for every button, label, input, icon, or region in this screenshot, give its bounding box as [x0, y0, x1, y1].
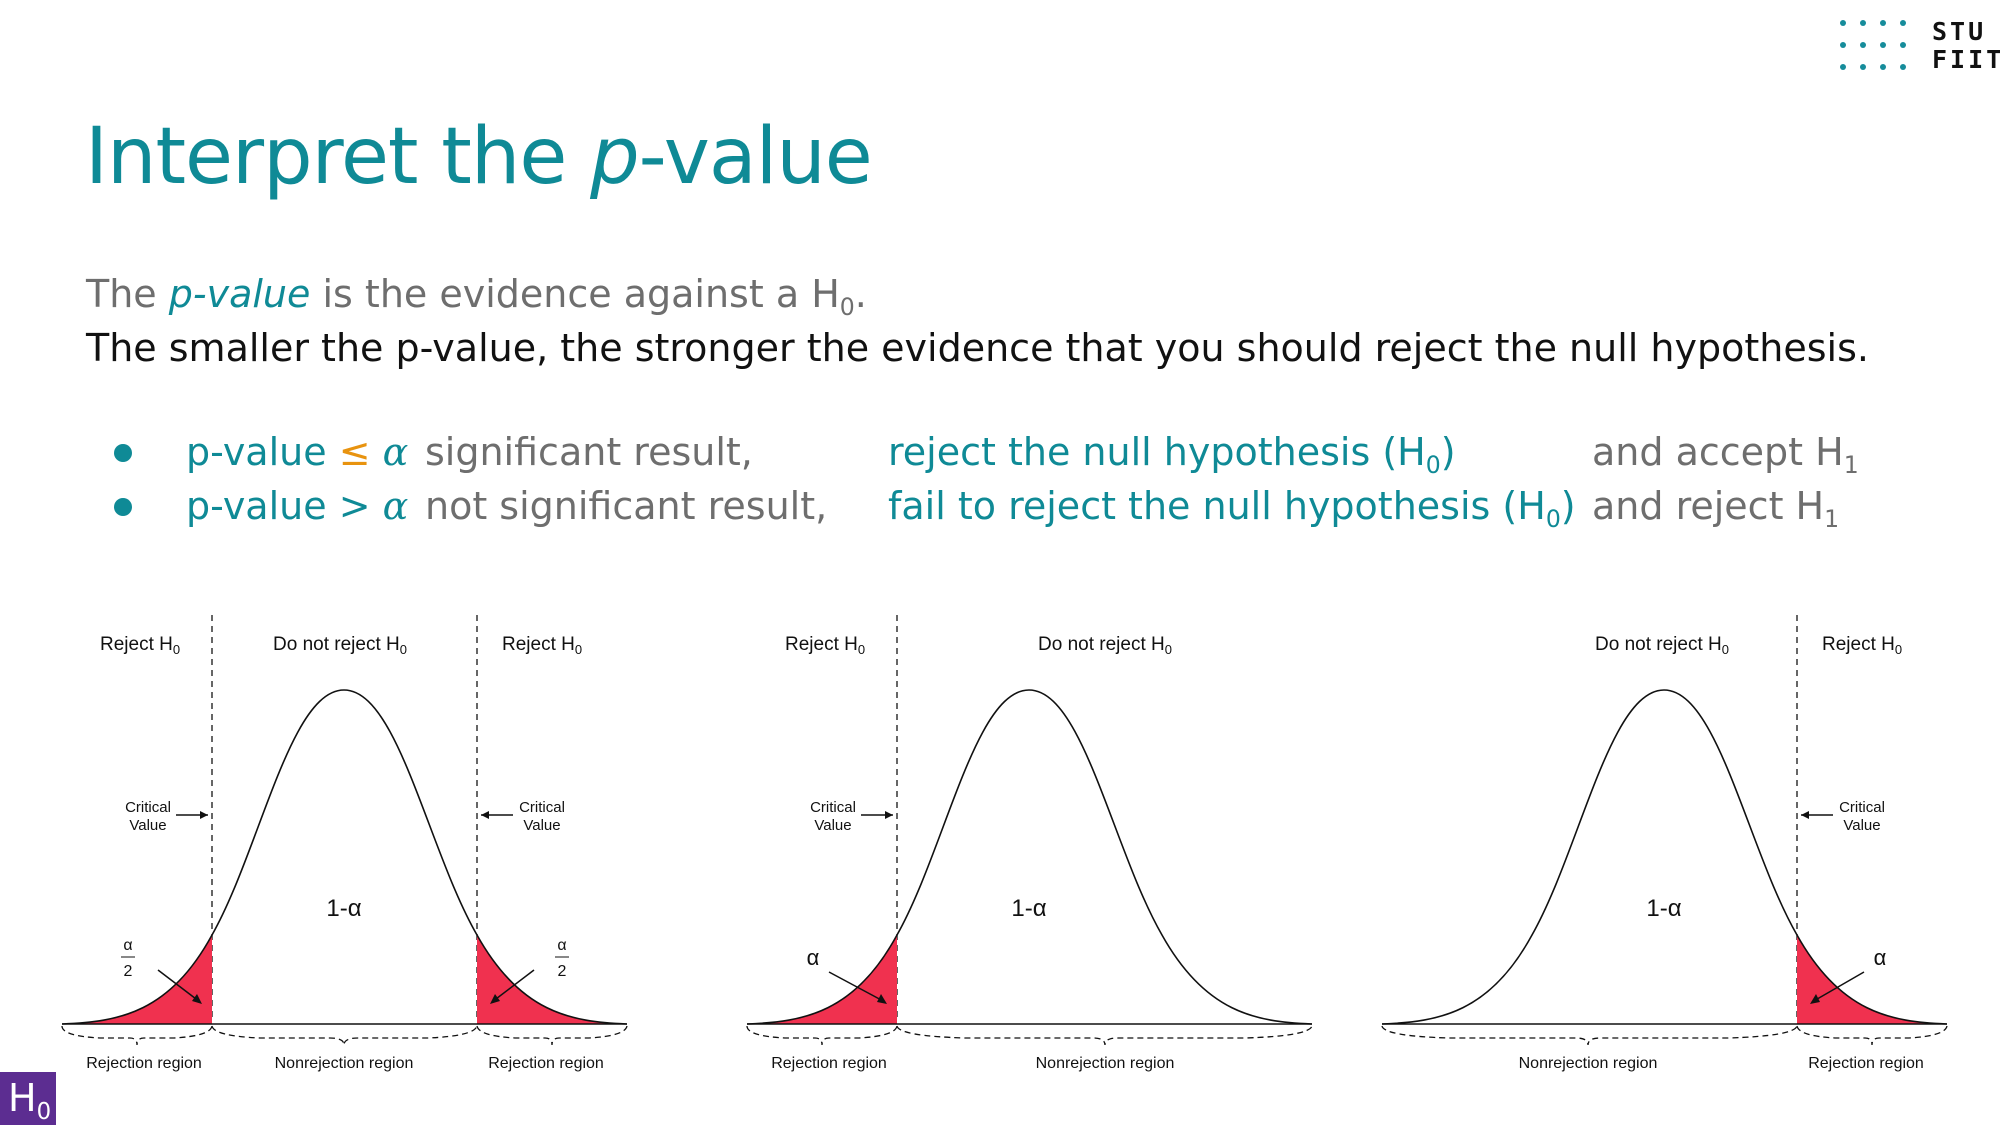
tail-denominator: 2 — [124, 963, 133, 980]
rejection-area — [1797, 935, 1947, 1024]
arrow-head-icon — [481, 811, 489, 819]
arrow-head-icon — [877, 994, 887, 1004]
rule-description: not significant result, — [425, 484, 828, 528]
critical-value-label: Critical Value — [1839, 799, 1885, 834]
region-label: Nonrejection region — [1519, 1055, 1658, 1072]
critical-value-label-right: Critical Value — [519, 799, 565, 834]
nonrejection-brace — [211, 1025, 478, 1046]
slide-title: Interpret the p-value — [85, 112, 873, 202]
right-reject-label: Reject H0 — [502, 634, 582, 657]
right-tailed-test-diagram: Do not reject H0 Reject H0 Critical Value… — [1381, 615, 1948, 1072]
tail-alpha: α — [807, 945, 820, 970]
rejection-area — [747, 935, 897, 1024]
tail-alpha: α — [1874, 945, 1887, 970]
left-reject-label: Reject H0 — [100, 634, 180, 657]
arrow-head-icon — [1801, 811, 1809, 819]
rule-condition: p-value ≤ α — [186, 430, 409, 474]
center-area-label: 1-α — [1011, 895, 1046, 922]
rule-description: significant result, — [425, 430, 753, 474]
stu-fiit-logo: STU FIIT — [1840, 18, 2000, 74]
intro-line-2: The smaller the p-value, the stronger th… — [86, 326, 1869, 370]
tail-arrow-left — [157, 969, 201, 1003]
center-area-label: 1-α — [1646, 895, 1681, 922]
arrow-head-icon — [885, 811, 893, 819]
region-label: Nonrejection region — [275, 1055, 414, 1072]
tail-arrow — [828, 971, 886, 1003]
normal-curve — [61, 689, 628, 1025]
tail-alpha: α — [123, 937, 132, 954]
do-not-reject-label: Do not reject H0 — [273, 634, 407, 657]
h0-badge: H0 — [0, 1072, 56, 1125]
right-reject-label: Reject H0 — [1822, 634, 1902, 657]
region-label: Rejection region — [86, 1055, 202, 1072]
region-label: Rejection region — [771, 1055, 887, 1072]
logo-dots-icon — [1840, 20, 1920, 72]
critical-value-label-left: Critical Value — [125, 799, 171, 834]
two-tailed-test-diagram: Reject H0 Do not reject H0 Reject H0 Cri… — [61, 615, 628, 1072]
rejection-brace-right — [476, 1025, 628, 1046]
tail-alpha: α — [557, 937, 566, 954]
arrow-head-icon — [490, 994, 500, 1004]
arrow-head-icon — [1810, 994, 1820, 1004]
rule-action: fail to reject the null hypothesis (H0) — [888, 484, 1576, 534]
left-reject-label: Reject H0 — [785, 634, 865, 657]
bullet-icon — [114, 444, 132, 462]
rejection-brace — [1796, 1025, 1948, 1046]
left-tailed-test-diagram: Reject H0 Do not reject H0 Critical Value… — [746, 615, 1313, 1072]
do-not-reject-label: Do not reject H0 — [1038, 634, 1172, 657]
left-rejection-area — [62, 935, 212, 1024]
rejection-brace — [746, 1025, 898, 1046]
do-not-reject-label: Do not reject H0 — [1595, 634, 1729, 657]
region-label: Nonrejection region — [1036, 1055, 1175, 1072]
rule-hypothesis: and accept H1 — [1592, 430, 1859, 480]
rule-action: reject the null hypothesis (H0) — [888, 430, 1456, 480]
normal-curve — [746, 689, 1313, 1025]
tail-arrow-right — [491, 969, 535, 1003]
bullet-icon — [114, 498, 132, 516]
region-label: Rejection region — [488, 1055, 604, 1072]
arrow-head-icon — [200, 811, 208, 819]
region-label: Rejection region — [1808, 1055, 1924, 1072]
center-area-label: 1-α — [326, 895, 361, 922]
critical-value-label: Critical Value — [810, 799, 856, 834]
rule-condition: p-value > α — [186, 484, 409, 528]
rejection-brace-left — [61, 1025, 213, 1046]
nonrejection-brace — [1381, 1025, 1798, 1046]
tail-denominator: 2 — [558, 963, 567, 980]
nonrejection-brace — [896, 1025, 1313, 1046]
logo-text: STU FIIT — [1932, 17, 2000, 74]
arrow-head-icon — [192, 994, 202, 1004]
tail-arrow — [1811, 971, 1865, 1003]
intro-line-1: The p-value is the evidence against a H0… — [86, 272, 867, 322]
rule-hypothesis: and reject H1 — [1592, 484, 1840, 534]
normal-curve — [1381, 689, 1948, 1025]
right-rejection-area — [477, 935, 627, 1024]
